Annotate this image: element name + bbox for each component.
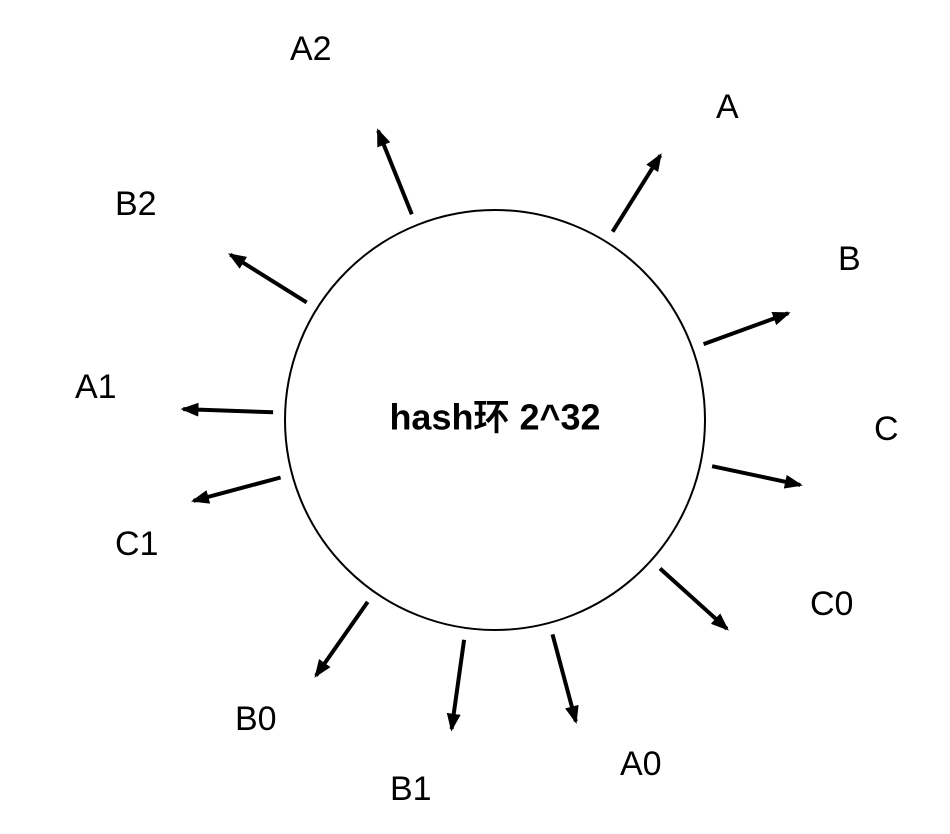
hash-ring-diagram: hash环 2^32 A B C C0 A0 B1 B0 C1 A1 B2 A2: [0, 0, 950, 834]
arrow-b2: [230, 255, 306, 303]
arrow-a: [613, 155, 661, 231]
arrow-b: [704, 313, 789, 344]
node-label-b2: B2: [115, 185, 157, 223]
arrow-b1: [452, 640, 465, 729]
node-label-a: A: [716, 88, 739, 126]
node-label-a0: A0: [620, 745, 662, 783]
node-label-a2: A2: [290, 30, 332, 68]
center-label: hash环 2^32: [389, 397, 600, 438]
node-label-b1: B1: [390, 770, 432, 808]
node-label-b: B: [838, 240, 861, 278]
arrow-c0: [660, 569, 727, 629]
node-label-a1: A1: [75, 368, 117, 406]
arrow-a2: [378, 131, 412, 215]
arrow-a0: [553, 634, 576, 721]
node-label-c1: C1: [115, 525, 158, 563]
arrow-c: [712, 466, 800, 485]
node-label-b0: B0: [235, 700, 277, 738]
arrow-a1: [183, 409, 273, 412]
node-label-c0: C0: [810, 585, 853, 623]
node-label-c: C: [874, 410, 899, 448]
arrow-c1: [194, 478, 281, 501]
arrow-b0: [316, 602, 368, 676]
